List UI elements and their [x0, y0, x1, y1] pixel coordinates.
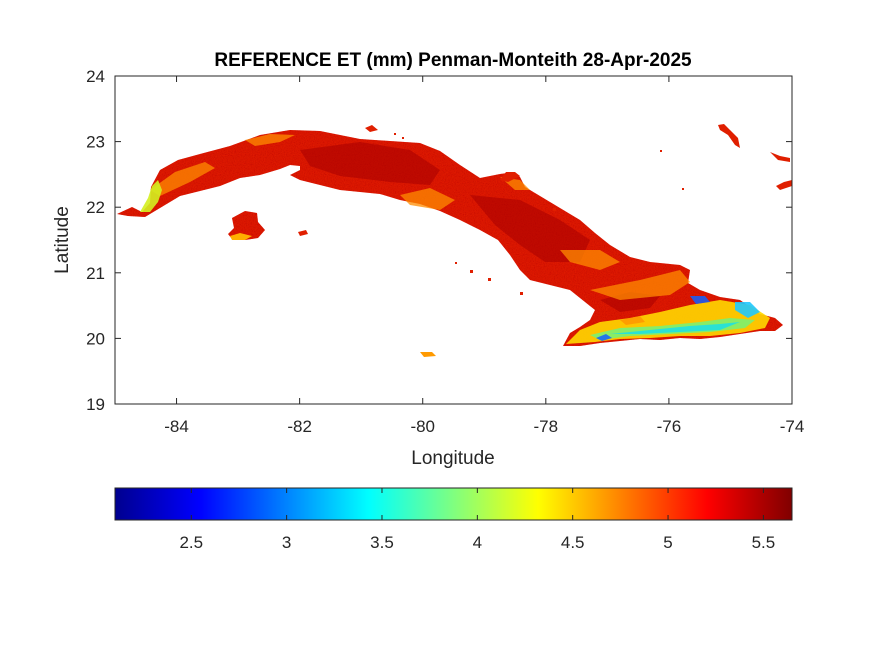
isla-low-patch	[230, 233, 252, 240]
y-tick-label: 23	[86, 133, 105, 152]
axis-ticks: -84 -82 -80 -78 -76 -74 19 20 21 22 23 24	[86, 67, 804, 436]
high-et-patches	[300, 142, 660, 312]
isla-de-la-juventud	[228, 211, 265, 240]
map-title: REFERENCE ET (mm) Penman-Monteith 28-Apr…	[214, 50, 692, 71]
colorbar-tick-label: 2.5	[179, 533, 203, 552]
colorbar-ticks: 2.5 3 3.5 4 4.5 5 5.5	[179, 488, 775, 552]
eastern-low-et-region	[566, 296, 770, 344]
colorbar-tick-label: 4.5	[561, 533, 585, 552]
keys-and-islets	[298, 124, 792, 357]
west-low-patch	[140, 180, 162, 212]
y-axis-label: Latitude	[52, 206, 73, 274]
x-tick-label: -80	[410, 417, 435, 436]
moderate-et-streaks	[150, 134, 690, 300]
et-raster	[117, 124, 792, 357]
y-tick-label: 20	[86, 329, 105, 348]
x-tick-label: -78	[534, 417, 559, 436]
colorbar-tick-label: 5.5	[752, 533, 776, 552]
y-tick-label: 19	[86, 395, 105, 414]
y-tick-label: 22	[86, 198, 105, 217]
colorbar	[114, 487, 793, 521]
x-tick-label: -74	[780, 417, 805, 436]
y-tick-label: 24	[86, 67, 105, 86]
x-tick-label: -84	[164, 417, 189, 436]
x-tick-label: -82	[287, 417, 312, 436]
colorbar-tick-label: 5	[663, 533, 672, 552]
colorbar-tick-label: 4	[473, 533, 482, 552]
colorbar-tick-label: 3.5	[370, 533, 394, 552]
plot-area	[114, 75, 793, 405]
colorbar-tick-label: 3	[282, 533, 291, 552]
x-axis-label: Longitude	[411, 448, 494, 469]
y-tick-label: 21	[86, 264, 105, 283]
x-tick-label: -76	[657, 417, 682, 436]
